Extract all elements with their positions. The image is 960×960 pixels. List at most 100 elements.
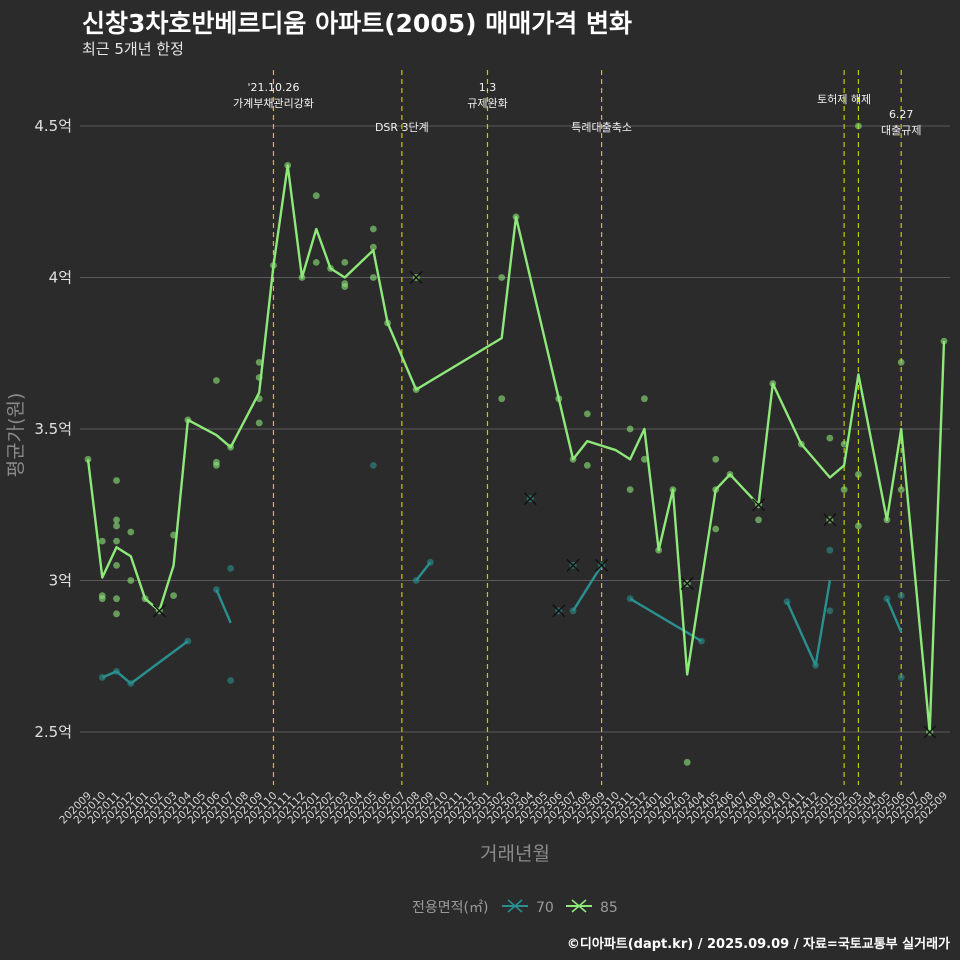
data-point	[213, 377, 220, 384]
cross-marker	[923, 725, 937, 739]
data-point	[298, 274, 306, 281]
data-point	[583, 410, 591, 418]
data-point	[626, 595, 634, 603]
y-tick-label: 2.5억	[34, 723, 72, 741]
data-point	[227, 564, 235, 572]
data-point	[855, 122, 862, 130]
data-point	[312, 192, 320, 200]
source-caption: ©디아파트(dapt.kr) / 2025.09.09 / 자료=국토교통부 실…	[566, 937, 950, 952]
data-point	[412, 577, 420, 584]
data-point	[783, 598, 791, 606]
data-point	[883, 595, 891, 603]
data-point	[641, 395, 648, 403]
x-axis-ticks: 2020092020102020112020122021012021022021…	[57, 789, 950, 826]
data-point	[113, 668, 120, 675]
data-point	[127, 680, 135, 687]
y-tick-label: 4.5억	[34, 117, 72, 135]
data-point	[255, 358, 263, 366]
cross-marker	[752, 498, 766, 512]
data-point	[626, 486, 634, 493]
data-point	[312, 258, 320, 266]
data-point	[641, 455, 648, 463]
y-axis-title: 평균가(원)	[5, 393, 27, 478]
data-point	[184, 416, 192, 424]
data-point	[855, 471, 862, 478]
cross-marker	[823, 513, 837, 527]
series-70	[98, 461, 905, 687]
data-point	[712, 455, 720, 463]
policy-annotation: 6.27	[889, 108, 914, 121]
y-tick-label: 3.5억	[34, 420, 72, 438]
series-70-line	[629, 597, 703, 643]
data-point	[113, 537, 120, 545]
chart-subtitle: 최근 5개년 한정	[82, 40, 184, 58]
data-point	[98, 537, 106, 545]
data-point	[569, 455, 577, 463]
series-70-line	[572, 564, 603, 612]
policy-annotation: DSR 3단계	[375, 121, 429, 134]
data-point	[369, 274, 377, 281]
data-point	[284, 161, 292, 169]
data-point	[498, 395, 506, 403]
policy-annotation: 규제완화	[467, 97, 507, 110]
chart-title: 신창3차호반베르디움 아파트(2005) 매매가격 변화	[82, 9, 632, 38]
series-85-line	[86, 164, 946, 734]
data-point	[113, 477, 120, 484]
data-point	[626, 425, 634, 433]
data-point	[113, 522, 120, 530]
data-point	[341, 258, 349, 266]
policy-annotation: 특례대출축소	[571, 121, 632, 134]
data-point	[726, 471, 734, 478]
data-point	[897, 674, 905, 681]
series-85	[84, 122, 948, 766]
data-point	[213, 461, 220, 469]
data-point	[341, 283, 349, 290]
data-point	[840, 440, 848, 448]
data-point	[213, 586, 220, 593]
data-point	[940, 337, 948, 345]
legend-title: 전용면적(㎡)	[412, 900, 488, 916]
data-point	[897, 592, 905, 600]
data-point	[826, 546, 834, 554]
series-70-line	[101, 640, 189, 685]
data-point	[826, 607, 834, 615]
series-70-line	[415, 561, 432, 582]
data-point	[883, 516, 891, 524]
policy-annotation: '21.10.26	[247, 81, 299, 94]
legend-label-70: 70	[536, 900, 554, 916]
data-point	[369, 461, 377, 469]
data-point	[113, 561, 120, 569]
y-tick-label: 3억	[49, 572, 72, 590]
cross-marker	[552, 604, 566, 618]
data-point	[127, 528, 135, 536]
data-point	[113, 595, 120, 603]
data-point	[369, 225, 377, 233]
data-point	[769, 380, 777, 387]
policy-annotation: 대출규제	[881, 124, 921, 137]
data-point	[826, 434, 834, 442]
data-point	[98, 595, 106, 603]
data-point	[369, 243, 377, 251]
cross-marker	[595, 558, 609, 572]
data-point	[384, 319, 391, 327]
data-point	[98, 674, 106, 681]
data-point	[669, 486, 677, 493]
cross-marker	[152, 604, 166, 618]
policy-annotation: 토허제 해제	[817, 92, 871, 106]
data-point	[84, 455, 92, 463]
data-point	[427, 558, 434, 566]
data-point	[569, 607, 577, 615]
data-point	[712, 525, 720, 533]
legend-key-85	[566, 899, 592, 913]
grid	[80, 125, 950, 733]
y-axis-ticks: 2.5억 3억 3.5억 4억 4.5억	[34, 117, 72, 741]
cross-marker	[523, 492, 537, 506]
data-point	[255, 419, 263, 427]
data-point	[655, 546, 663, 554]
data-point	[755, 516, 762, 524]
data-point	[897, 358, 905, 366]
data-point	[512, 213, 520, 221]
policy-annotation: 가계부채관리강화	[233, 97, 314, 110]
